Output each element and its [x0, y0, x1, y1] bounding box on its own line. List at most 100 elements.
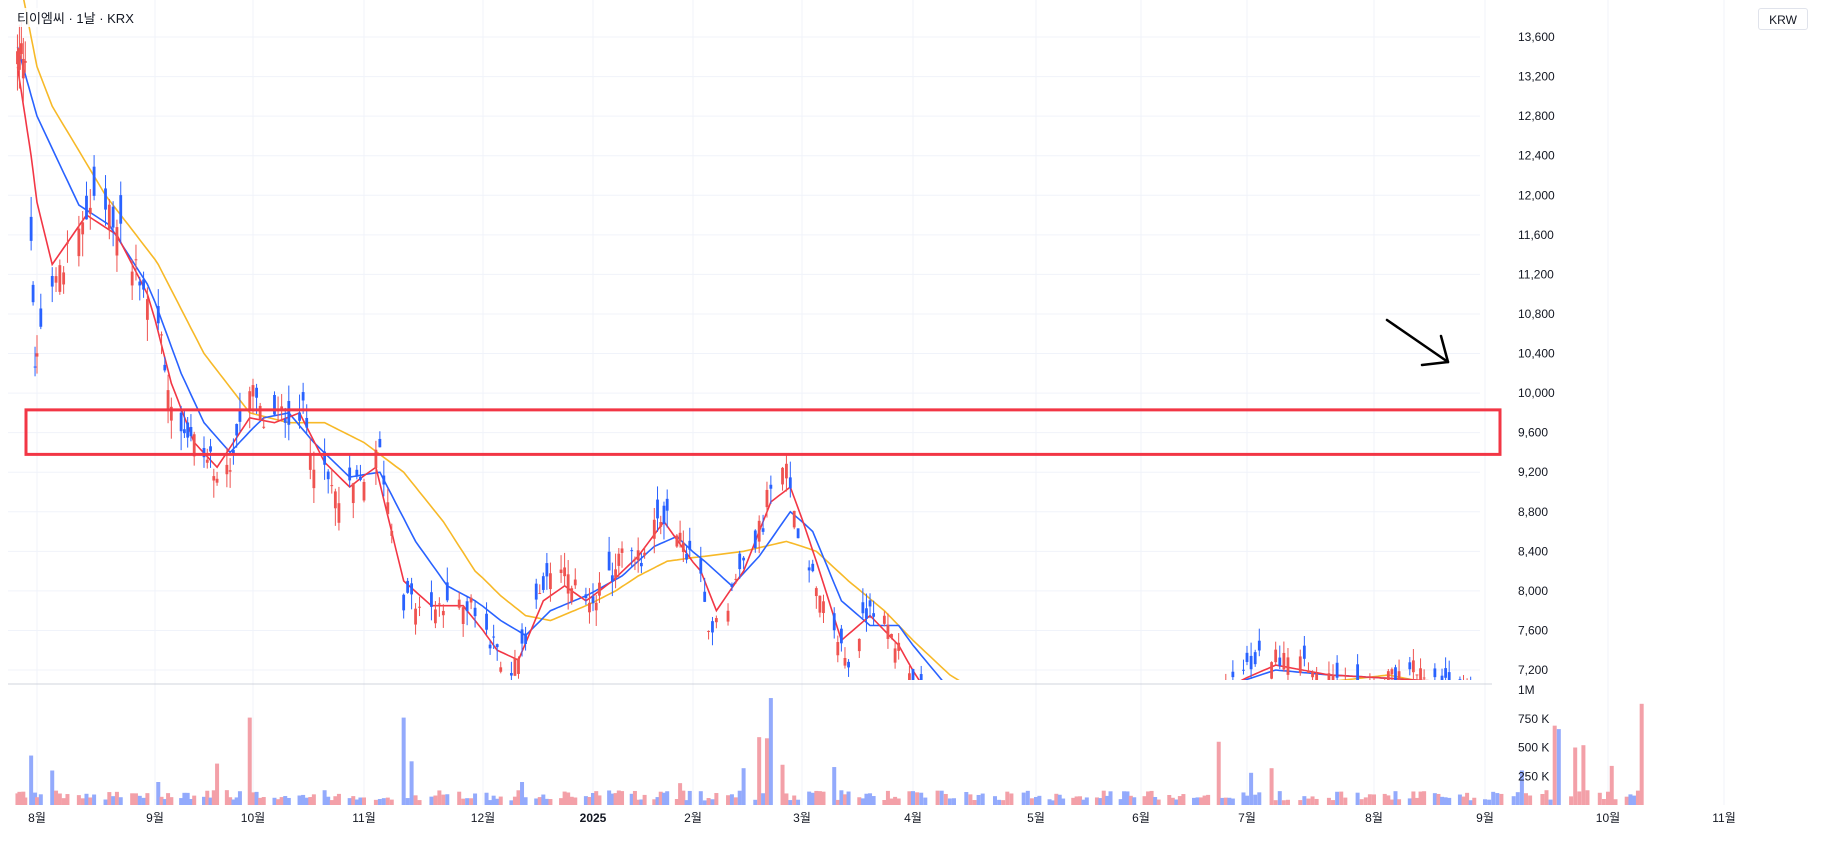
candle-body	[262, 426, 266, 428]
volume-bar	[516, 790, 521, 805]
candle-body	[699, 558, 703, 574]
volume-bar	[1101, 790, 1106, 805]
volume-bar	[835, 799, 840, 805]
volume-bar	[788, 800, 793, 805]
volume-bar	[1606, 791, 1610, 805]
volume-bar	[980, 793, 985, 805]
candle-body	[16, 51, 19, 65]
volume-bar	[1257, 792, 1262, 805]
volume-bar	[1573, 747, 1578, 805]
candle-body	[753, 530, 757, 549]
candle-body	[225, 464, 229, 475]
price-tick-label: 11,200	[1518, 267, 1554, 281]
candle-body	[355, 469, 359, 477]
currency-badge[interactable]: KRW	[1758, 8, 1808, 30]
candle-body	[337, 503, 341, 523]
resistance-zone-box[interactable]	[24, 408, 1502, 456]
volume-bar	[326, 796, 331, 805]
volume-bar	[179, 798, 184, 805]
volume-bar	[1339, 791, 1344, 805]
symbol-legend-title[interactable]: 티이엠씨 · 1날 · KRX	[14, 8, 137, 27]
price-tick-label: 7,600	[1518, 623, 1548, 637]
candle-body	[1055, 732, 1058, 737]
volume-bar	[1094, 797, 1099, 805]
volume-bar	[964, 792, 969, 805]
volume-bar	[857, 797, 862, 805]
candle-body	[1545, 575, 1548, 582]
volume-bar	[839, 790, 844, 805]
candle-body	[437, 603, 441, 605]
candle-body	[1026, 735, 1029, 737]
volume-bar	[1005, 791, 1010, 805]
price-tick-label: 11,600	[1518, 228, 1554, 242]
volume-bar	[1216, 741, 1221, 805]
volume-bar	[997, 799, 1002, 805]
volume-bar	[261, 797, 266, 805]
candle-body	[258, 405, 262, 420]
volume-bar	[29, 755, 34, 805]
volume-bar	[329, 800, 334, 805]
annotations[interactable]	[24, 318, 1502, 456]
candle-body	[414, 608, 417, 625]
candle-body	[305, 417, 309, 428]
volume-bar	[753, 799, 758, 805]
volume-bar	[247, 717, 252, 805]
candle-body	[192, 434, 196, 457]
volume-bar	[417, 800, 422, 805]
volume-bar	[1569, 796, 1574, 805]
candle-body	[301, 392, 305, 401]
candle-body	[1274, 649, 1278, 663]
volume-bar	[1269, 768, 1274, 805]
volume-bar	[1001, 800, 1006, 805]
candlesticks	[16, 22, 1548, 751]
volume-bar	[297, 795, 302, 805]
candle-body	[534, 583, 538, 600]
volume-bar	[283, 796, 288, 805]
volume-bar	[1411, 791, 1416, 805]
volume-bar	[133, 793, 138, 805]
candle-body	[1307, 670, 1310, 673]
candle-body	[1344, 681, 1347, 695]
volume-bar	[1440, 796, 1445, 805]
candle-body	[1031, 742, 1034, 751]
volume-bar	[1118, 799, 1123, 805]
candle-body	[1221, 692, 1224, 697]
candle-body	[1193, 702, 1196, 712]
candle-body	[598, 582, 601, 596]
volume-bar	[286, 797, 291, 805]
candle-body	[287, 400, 291, 425]
volume-bar	[354, 799, 359, 805]
volume-bar	[1389, 799, 1394, 805]
volume-bar	[768, 698, 773, 805]
candle-body	[788, 477, 792, 489]
candle-body	[39, 308, 43, 327]
candle-body	[703, 591, 707, 602]
volume-bar	[251, 792, 255, 805]
volume-bar	[1098, 798, 1103, 805]
candle-body	[538, 593, 542, 595]
volume-bar	[1199, 797, 1204, 805]
volume-bar	[537, 797, 542, 805]
volume-bar	[573, 797, 578, 805]
candle-body	[1386, 671, 1390, 680]
volume-bar	[591, 793, 595, 805]
volume-bar	[1245, 795, 1249, 805]
candle-body	[1444, 668, 1448, 678]
candle-body	[1311, 672, 1314, 678]
candle-body	[465, 601, 469, 612]
candle-body	[969, 714, 972, 727]
volume-bar	[919, 792, 924, 805]
volume-bar	[907, 791, 912, 805]
trend-arrow[interactable]	[1385, 318, 1450, 367]
candle-body	[886, 624, 890, 639]
volume-bar	[566, 792, 571, 805]
candle-body	[1496, 661, 1499, 678]
time-tick-label: 9월	[1476, 811, 1494, 825]
volume-bar	[1397, 799, 1402, 805]
volume-bar	[1581, 745, 1586, 805]
volume-bar	[413, 795, 418, 805]
candle-body	[781, 467, 784, 485]
volume-bar	[544, 798, 549, 805]
